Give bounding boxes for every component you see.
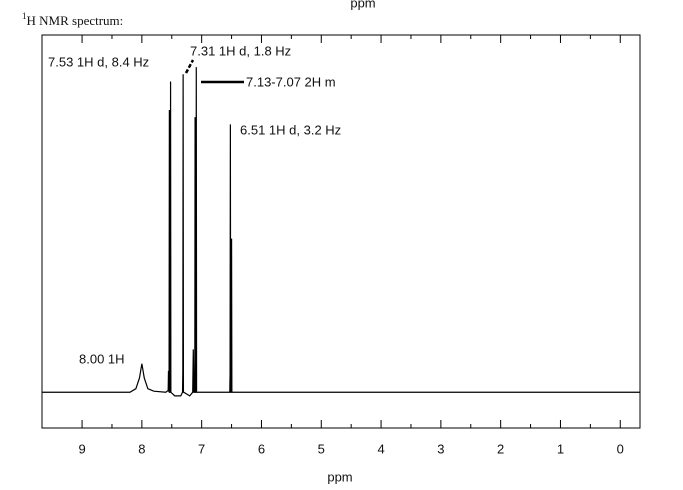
annotation: 7.31 1H d, 1.8 Hz	[190, 43, 291, 58]
top-axis-label: ppm	[350, 0, 375, 10]
x-tick-label: 7	[198, 441, 205, 456]
title-superscript: 1	[22, 11, 27, 21]
x-tick-label: 8	[138, 441, 145, 456]
leader-line	[184, 59, 195, 74]
spectrum-line	[42, 67, 640, 397]
annotation: 7.53 1H d, 8.4 Hz	[48, 54, 149, 69]
x-tick-label: 6	[258, 441, 265, 456]
chart-title: 1H NMR spectrum:	[22, 11, 123, 28]
annotation: 7.13-7.07 2H m	[246, 74, 336, 89]
annotation: 6.51 1H d, 3.2 Hz	[240, 122, 341, 137]
x-tick-label: 9	[78, 441, 85, 456]
plot-frame	[41, 34, 641, 429]
x-tick-label: 1	[557, 441, 564, 456]
x-tick-label: 4	[377, 441, 384, 456]
annotation: 8.00 1H	[79, 351, 125, 366]
x-tick-label: 5	[318, 441, 325, 456]
x-tick-label: 3	[437, 441, 444, 456]
x-tick-label: 2	[497, 441, 504, 456]
title-text: H NMR spectrum:	[27, 13, 124, 28]
x-tick-label: 0	[617, 441, 624, 456]
x-axis-label: ppm	[327, 469, 352, 484]
